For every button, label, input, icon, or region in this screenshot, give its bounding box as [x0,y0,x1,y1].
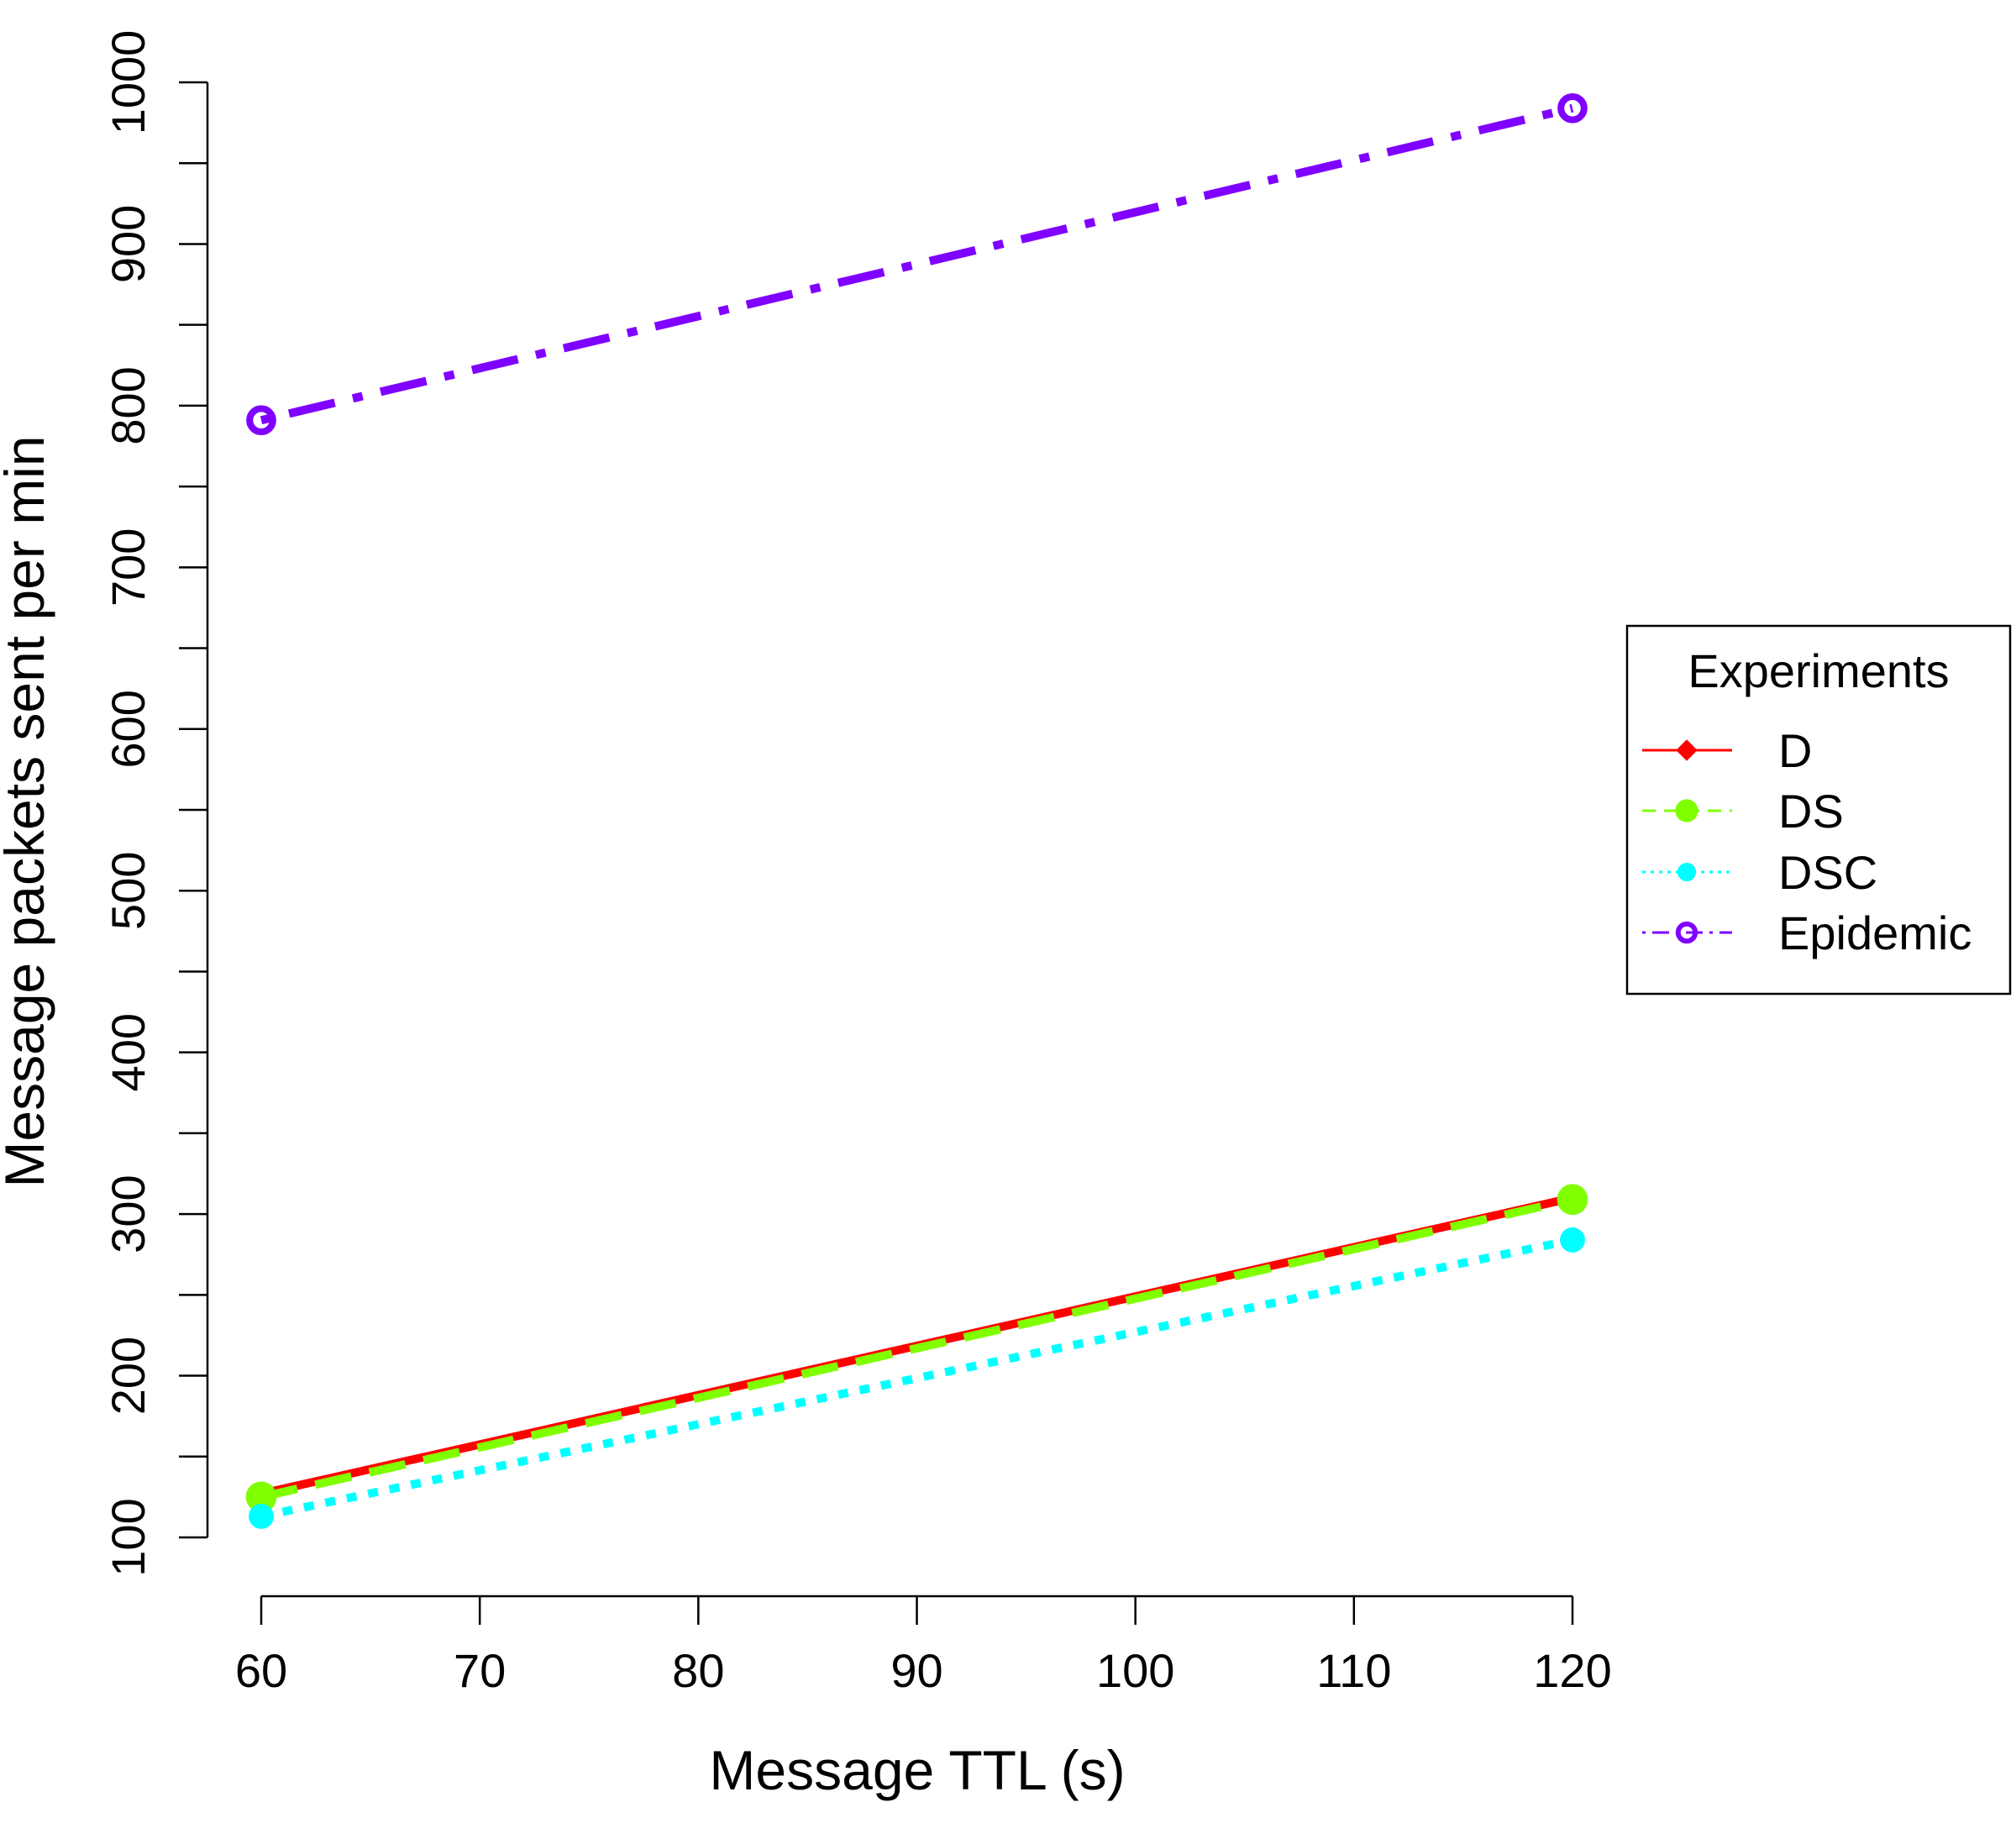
y-axis: 100 200 300 400 500 600 700 800 900 1000 [102,30,209,1577]
data-point-ds [245,1481,277,1513]
legend: Experiments D DS DSC Epidemic [1625,624,2012,996]
data-point-epidemic [1557,92,1588,123]
legend-label-dsc: DSC [1778,846,1877,899]
x-tick-label: 110 [1316,1644,1391,1697]
legend-label-d: D [1778,724,1812,777]
x-tick-label: 90 [890,1644,942,1697]
legend-marker-ds [1675,799,1698,822]
series-ds [245,1184,1588,1513]
data-point-dsc [1560,1227,1585,1253]
data-point-ds [1557,1184,1588,1216]
data-point-dsc [249,1504,274,1529]
x-tick-label: 100 [1096,1644,1174,1697]
series-layer [245,92,1588,1529]
x-axis: 60 70 80 90 100 110 120 [235,1595,1612,1697]
y-tick-label: 800 [102,366,155,444]
x-tick-label: 60 [235,1644,287,1697]
y-tick-label: 1000 [102,30,155,135]
legend-entries: D DS DSC Epidemic [1642,724,1971,959]
legend-item-epidemic: Epidemic [1642,906,1971,959]
y-tick-label: 300 [102,1174,155,1253]
x-tick-label: 70 [454,1644,506,1697]
legend-marker-dsc [1677,862,1697,882]
y-tick-label: 400 [102,1013,155,1091]
legend-marker-epidemic [1675,921,1698,944]
legend-label-epidemic: Epidemic [1778,906,1971,959]
legend-item-ds: DS [1642,785,1844,838]
legend-title: Experiments [1688,644,1949,697]
y-tick-label: 700 [102,528,155,607]
y-tick-label: 200 [102,1337,155,1415]
legend-item-dsc: DSC [1642,846,1877,899]
series-line-dsc [260,1236,1574,1521]
y-axis-title: Message packets sent per min [0,435,55,1187]
legend-marker-d [1676,739,1698,761]
x-tick-label: 80 [672,1644,724,1697]
x-tick-label: 120 [1533,1644,1611,1697]
y-tick-label: 500 [102,852,155,930]
series-line-ds [260,1195,1574,1501]
legend-item-d: D [1642,724,1812,777]
y-tick-label: 600 [102,690,155,768]
y-tick-label: 900 [102,205,155,283]
x-axis-title: Message TTL (s) [709,1739,1125,1801]
series-line-epidemic [260,103,1574,425]
series-dsc [249,1227,1585,1529]
data-point-epidemic [246,405,276,436]
y-tick-label: 100 [102,1498,155,1576]
series-epidemic [246,92,1588,436]
legend-label-ds: DS [1778,785,1844,838]
